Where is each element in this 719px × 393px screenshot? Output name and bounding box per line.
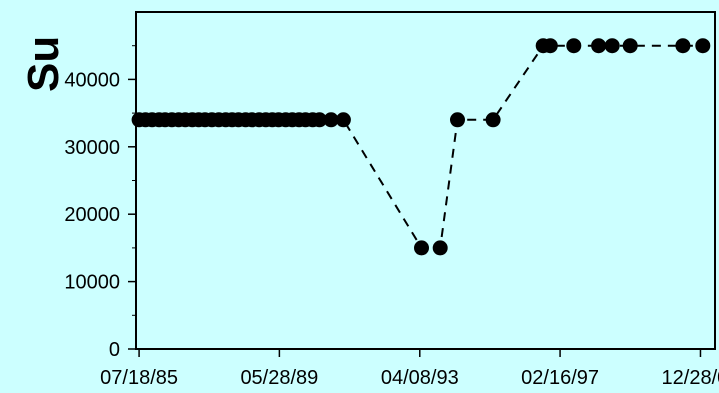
x-tick-label: 02/16/97	[521, 367, 599, 389]
data-point	[622, 38, 638, 54]
data-point	[450, 112, 465, 128]
y-tick-label: 30000	[64, 137, 120, 159]
y-tick-label: 40000	[64, 69, 120, 91]
plot-area	[135, 11, 716, 350]
x-tick-label: 12/28/00	[662, 367, 719, 389]
data-point	[414, 240, 429, 256]
y-axis-title: Su	[19, 36, 68, 92]
data-point	[566, 38, 582, 54]
y-tick-label: 10000	[64, 272, 120, 294]
data-point	[604, 38, 620, 54]
data-point	[675, 38, 691, 54]
data-point	[323, 112, 339, 128]
data-point	[591, 38, 607, 54]
data-point	[695, 38, 711, 54]
data-point	[335, 112, 351, 128]
data-point	[542, 38, 558, 54]
x-tick-label: 05/28/89	[240, 367, 318, 389]
x-tick-label: 07/18/85	[100, 367, 178, 389]
data-point	[432, 240, 448, 256]
y-tick-label: 0	[109, 339, 120, 361]
y-tick-label: 20000	[64, 204, 120, 226]
x-tick-label: 04/08/93	[381, 367, 459, 389]
data-point	[485, 112, 501, 128]
data-point	[312, 112, 327, 128]
